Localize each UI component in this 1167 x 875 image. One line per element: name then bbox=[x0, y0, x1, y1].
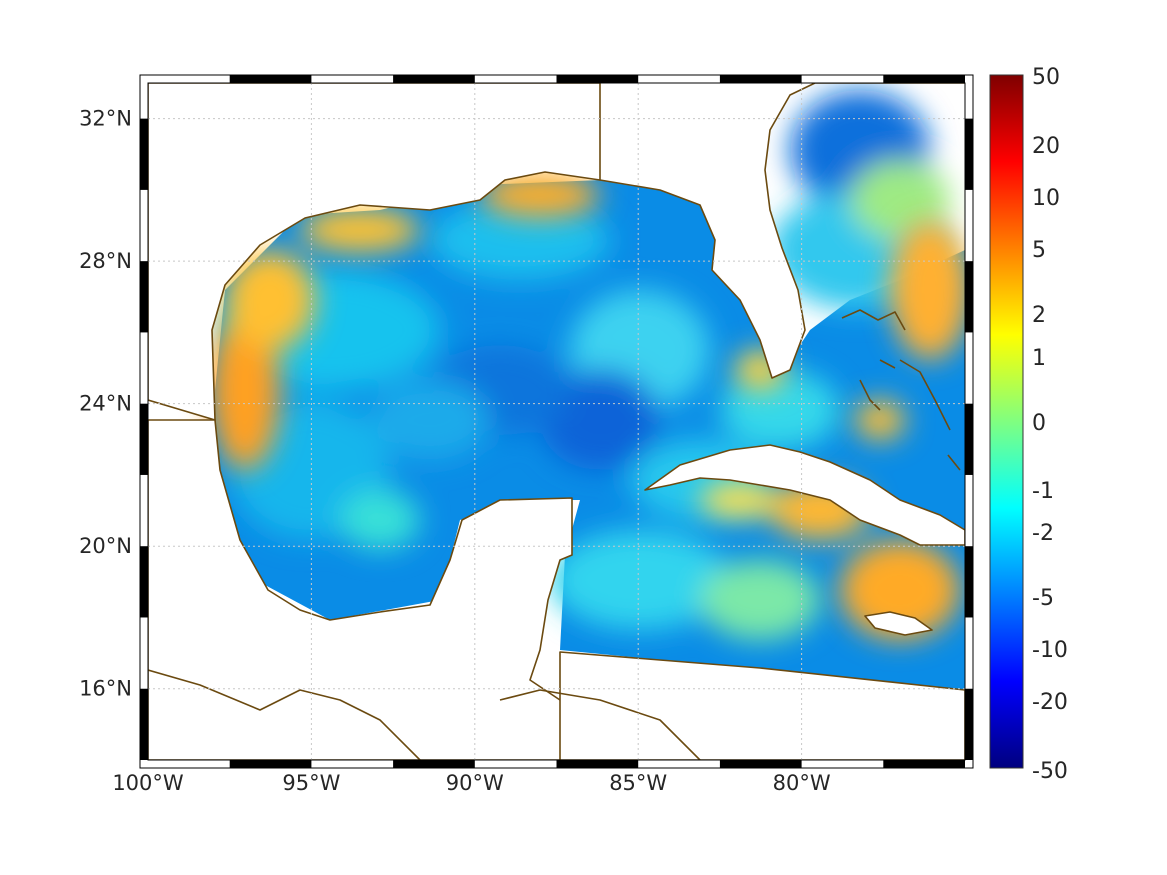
south-white-zone bbox=[559, 651, 965, 760]
frame-segment bbox=[556, 75, 639, 83]
bahamas-coast bbox=[841, 309, 961, 471]
frame-segment bbox=[883, 760, 965, 768]
colorbar-tick-label: 20 bbox=[1032, 134, 1060, 159]
frame-segment bbox=[965, 118, 973, 190]
central-america-coast bbox=[148, 669, 701, 760]
y-axis-tick-labels: 32°N 28°N 24°N 20°N 16°N bbox=[79, 107, 132, 701]
colorbar-tick-label: -50 bbox=[1032, 759, 1068, 784]
colorbar-tick-label: -1 bbox=[1032, 479, 1054, 504]
florida-land bbox=[148, 83, 965, 379]
jamaica-land bbox=[864, 611, 933, 636]
frame-segment bbox=[965, 688, 973, 760]
frame-segment bbox=[229, 760, 312, 768]
colorbar-tick-label: 10 bbox=[1032, 186, 1060, 211]
frame-segment bbox=[719, 760, 802, 768]
x-tick-label: 100°W bbox=[112, 771, 184, 795]
y-tick-label: 16°N bbox=[79, 677, 132, 701]
frame-segment bbox=[140, 403, 148, 475]
x-tick-label: 95°W bbox=[282, 771, 340, 795]
frame-segment bbox=[140, 688, 148, 760]
colorbar-tick-label: 50 bbox=[1032, 65, 1060, 90]
frame-segment bbox=[140, 261, 148, 333]
map-frame bbox=[139, 74, 974, 769]
colorbar-bar bbox=[989, 74, 1024, 769]
y-tick-label: 32°N bbox=[79, 107, 132, 131]
frame-segment bbox=[965, 403, 973, 475]
frame-segment bbox=[393, 760, 475, 768]
north-coast-land bbox=[148, 83, 601, 421]
y-tick-label: 28°N bbox=[79, 249, 132, 273]
frame-segment bbox=[393, 75, 475, 83]
colorbar-tick-label: 0 bbox=[1032, 411, 1046, 436]
x-tick-label: 80°W bbox=[773, 771, 831, 795]
frame-segment bbox=[883, 75, 965, 83]
frame-segment bbox=[965, 261, 973, 333]
colorbar-tick-label: -10 bbox=[1032, 638, 1068, 663]
colorbar-tick-label: -20 bbox=[1032, 690, 1068, 715]
frame-segment bbox=[229, 75, 312, 83]
frame-segments bbox=[140, 75, 973, 768]
y-tick-label: 20°N bbox=[79, 534, 132, 558]
frame-segment bbox=[556, 760, 639, 768]
frame-segment bbox=[719, 75, 802, 83]
colorbar-tick-label: 1 bbox=[1032, 346, 1046, 371]
ocean-data-field bbox=[148, 83, 965, 760]
x-tick-label: 90°W bbox=[446, 771, 504, 795]
colorbar-tick-label: 2 bbox=[1032, 303, 1046, 328]
cuba-land bbox=[644, 444, 965, 546]
frame-segment bbox=[140, 118, 148, 190]
y-tick-label: 24°N bbox=[79, 392, 132, 416]
x-axis-tick-labels: 100°W 95°W 90°W 85°W 80°W bbox=[112, 771, 831, 795]
colorbar-tick-label: -5 bbox=[1032, 586, 1054, 611]
frame-segment bbox=[965, 546, 973, 618]
colorbar-tick-label: -2 bbox=[1032, 521, 1054, 546]
map-gridlines bbox=[147, 83, 965, 760]
colorbar-tick-label: 5 bbox=[1032, 238, 1046, 263]
frame-segment bbox=[140, 546, 148, 618]
x-tick-label: 85°W bbox=[609, 771, 667, 795]
